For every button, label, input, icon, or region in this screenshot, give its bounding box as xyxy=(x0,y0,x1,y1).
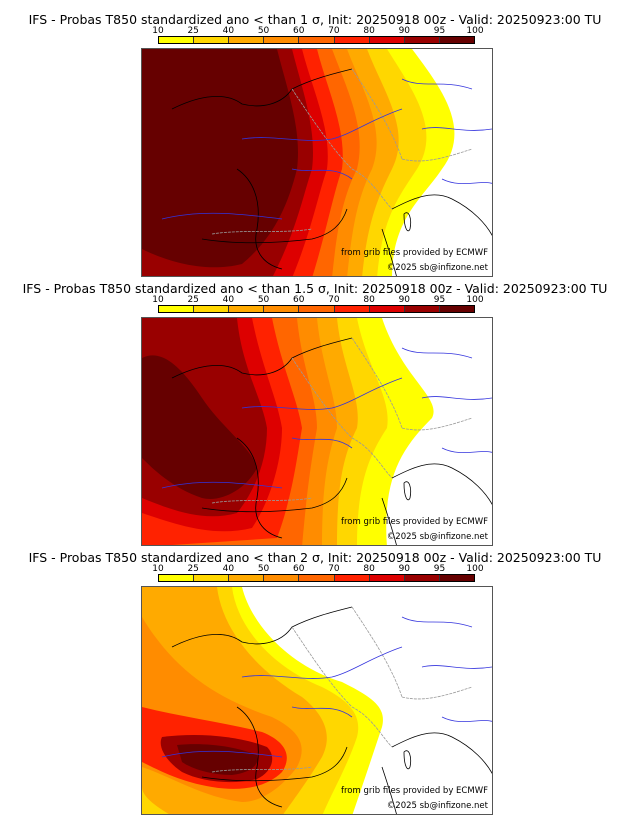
tick-label: 80 xyxy=(363,295,375,305)
map-graphic xyxy=(142,318,492,545)
rivers xyxy=(161,78,492,220)
tick-label: 40 xyxy=(222,295,235,305)
colorbar-swatch xyxy=(299,306,335,312)
admin-borders xyxy=(211,606,473,773)
panel-title: IFS - Probas T850 standardized ano < tha… xyxy=(28,12,602,27)
panel-2: IFS - Probas T850 standardized ano < tha… xyxy=(0,281,630,551)
coastline xyxy=(171,337,492,545)
tick-label: 95 xyxy=(433,564,446,574)
colorbar-swatch xyxy=(159,575,195,581)
tick-label: 10 xyxy=(152,564,164,574)
tick-label: 60 xyxy=(293,295,305,305)
colorbar-swatch xyxy=(404,575,440,581)
rivers xyxy=(161,347,492,489)
tick-label: 40 xyxy=(222,26,235,36)
tick-label: 100 xyxy=(466,564,484,574)
panel-1: IFS - Probas T850 standardized ano < tha… xyxy=(0,12,630,282)
panel-title: IFS - Probas T850 standardized ano < tha… xyxy=(22,281,608,296)
source-credit: from grib files provided by ECMWF xyxy=(341,248,488,258)
colorbar-swatch xyxy=(159,306,195,312)
tick-label: 40 xyxy=(222,564,235,574)
tick-label: 60 xyxy=(293,26,305,36)
coastline xyxy=(171,68,492,276)
tick-label: 90 xyxy=(398,295,411,305)
tick-label: 10 xyxy=(152,26,164,36)
corsica-outline xyxy=(403,481,412,501)
map-graphic xyxy=(142,49,492,276)
colorbar-swatch xyxy=(264,37,300,43)
tick-label: 80 xyxy=(363,564,375,574)
tick-label: 80 xyxy=(363,26,375,36)
colorbar-ticks: 10 25 40 50 60 70 80 90 95 100 xyxy=(152,26,483,36)
map-graphic xyxy=(142,587,492,814)
probability-map: from grib files provided by ECMWF ©2025 … xyxy=(141,48,493,277)
colorbar-swatch xyxy=(334,37,370,43)
colorbar xyxy=(158,36,475,44)
tick-label: 100 xyxy=(466,26,484,36)
source-credit: from grib files provided by ECMWF xyxy=(341,786,488,796)
colorbar-ticks: 10 25 40 50 60 70 80 90 95 100 xyxy=(152,564,483,574)
colorbar-swatch xyxy=(299,575,335,581)
probability-band xyxy=(142,355,257,499)
colorbar-swatch xyxy=(159,37,195,43)
colorbar-swatch xyxy=(404,37,440,43)
tick-label: 60 xyxy=(293,564,305,574)
admin-borders xyxy=(211,68,473,235)
panel-3: IFS - Probas T850 standardized ano < tha… xyxy=(0,550,630,820)
colorbar-ticks: 10 25 40 50 60 70 80 90 95 100 xyxy=(152,295,483,305)
colorbar-swatch xyxy=(439,575,474,581)
tick-label: 90 xyxy=(398,564,411,574)
tick-label: 70 xyxy=(328,564,340,574)
tick-label: 50 xyxy=(257,26,270,36)
tick-label: 50 xyxy=(257,564,270,574)
colorbar-swatch xyxy=(194,37,230,43)
tick-label: 100 xyxy=(466,295,484,305)
tick-label: 95 xyxy=(433,295,446,305)
tick-label: 90 xyxy=(398,26,411,36)
colorbar-swatch xyxy=(264,575,300,581)
colorbar-swatch xyxy=(264,306,300,312)
admin-borders xyxy=(211,337,473,504)
colorbar-swatch xyxy=(369,37,405,43)
copyright-credit: ©2025 sb@infizone.net xyxy=(386,801,488,811)
tick-label: 25 xyxy=(187,564,199,574)
source-credit: from grib files provided by ECMWF xyxy=(341,517,488,527)
tick-label: 95 xyxy=(433,26,446,36)
colorbar-swatch xyxy=(439,306,474,312)
tick-label: 70 xyxy=(328,26,340,36)
colorbar-swatch xyxy=(404,306,440,312)
colorbar-swatch xyxy=(229,306,265,312)
coastline xyxy=(171,606,492,814)
colorbar xyxy=(158,305,475,313)
probability-band xyxy=(142,49,298,268)
colorbar-swatch xyxy=(194,306,230,312)
tick-label: 10 xyxy=(152,295,164,305)
corsica-outline xyxy=(403,750,412,770)
tick-label: 25 xyxy=(187,26,199,36)
colorbar-swatch xyxy=(229,575,265,581)
tick-label: 70 xyxy=(328,295,340,305)
colorbar xyxy=(158,574,475,582)
probability-map: from grib files provided by ECMWF ©2025 … xyxy=(141,586,493,815)
panel-title: IFS - Probas T850 standardized ano < tha… xyxy=(28,550,602,565)
colorbar-swatch xyxy=(334,575,370,581)
colorbar-swatch xyxy=(369,575,405,581)
colorbar-swatch xyxy=(369,306,405,312)
colorbar-swatch xyxy=(299,37,335,43)
probability-map: from grib files provided by ECMWF ©2025 … xyxy=(141,317,493,546)
colorbar-swatch xyxy=(439,37,474,43)
colorbar-swatch xyxy=(194,575,230,581)
tick-label: 50 xyxy=(257,295,270,305)
colorbar-swatch xyxy=(229,37,265,43)
colorbar-swatch xyxy=(334,306,370,312)
copyright-credit: ©2025 sb@infizone.net xyxy=(386,532,488,542)
tick-label: 25 xyxy=(187,295,199,305)
rivers xyxy=(161,616,492,758)
copyright-credit: ©2025 sb@infizone.net xyxy=(386,263,488,273)
corsica-outline xyxy=(403,212,412,232)
